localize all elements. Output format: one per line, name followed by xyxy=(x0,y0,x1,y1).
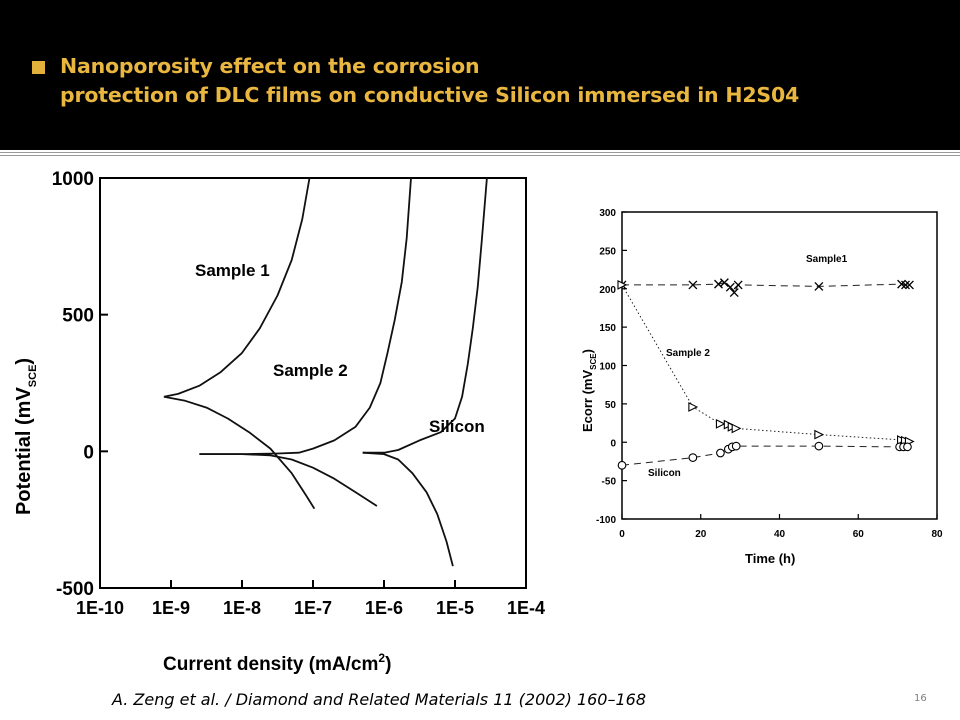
y-tick-label-0: 0 xyxy=(610,438,616,449)
x-tick-label-20: 20 xyxy=(695,529,707,540)
x-tick-label-80: 80 xyxy=(931,529,943,540)
marker-silicon xyxy=(688,453,698,462)
y-tick-label-100: 100 xyxy=(599,362,616,373)
marker-sample-2 xyxy=(715,418,726,429)
annotation-silicon: Silicon xyxy=(648,468,681,479)
curve-silicon-anodic xyxy=(362,177,488,454)
y-tick-label-100: -100 xyxy=(596,515,616,526)
title-bullet-icon xyxy=(32,61,45,74)
marker-sample1 xyxy=(814,281,824,291)
x-tick-label-1e-5: 1E-5 xyxy=(436,598,474,618)
curve-silicon-cathodic xyxy=(362,451,454,567)
annotation-sample-1: Sample 1 xyxy=(195,261,270,280)
marker-sample-2 xyxy=(617,280,628,290)
plot-frame xyxy=(99,177,527,589)
marker-silicon xyxy=(716,448,725,458)
annotation-silicon: Silicon xyxy=(429,417,485,436)
marker-sample1 xyxy=(733,280,743,290)
y-tick-label-50: -50 xyxy=(602,477,617,488)
annotation-sample-2: Sample 2 xyxy=(273,361,348,380)
x-tick-label-1e-7: 1E-7 xyxy=(294,598,332,618)
y-tick-label-50: 50 xyxy=(605,400,617,411)
series-line-sample-2 xyxy=(621,284,910,442)
slide-title-line-1: Nanoporosity effect on the corrosion xyxy=(60,54,480,78)
marker-silicon xyxy=(903,442,912,452)
x-tick-label-1e-9: 1E-9 xyxy=(152,598,190,618)
marker-sample1 xyxy=(688,280,698,290)
marker-sample1 xyxy=(729,288,739,298)
slide-title-line-2: protection of DLC films on conductive Si… xyxy=(60,83,800,107)
y-axis-label: Ecorr (mVSCE) xyxy=(580,349,598,432)
marker-silicon xyxy=(814,441,824,451)
y-tick-label-200: 200 xyxy=(599,285,616,296)
header-divider-bottom xyxy=(0,155,960,156)
x-tick-label-1e-6: 1E-6 xyxy=(365,598,403,618)
series-line-silicon xyxy=(621,445,908,466)
x-tick-label-0: 0 xyxy=(619,529,625,540)
marker-sample1 xyxy=(725,282,735,292)
curve-sample-2-cathodic xyxy=(199,453,378,507)
marker-sample1 xyxy=(714,279,723,289)
polarization-chart: 1E-10 1E-9 1E-8 1E-7 1E-6 1E-5 1E-4 -500 0 500 100… xyxy=(13,169,545,675)
annotation-sample1: Sample1 xyxy=(806,254,848,265)
marker-sample1 xyxy=(904,280,914,290)
y-axis-label: Potential (mVSCE) xyxy=(13,358,39,515)
marker-silicon xyxy=(617,460,627,470)
slide-header: Nanoporosity effect on the corrosion pro… xyxy=(0,0,960,150)
marker-sample-2 xyxy=(688,402,699,412)
marker-sample1 xyxy=(901,280,910,290)
x-axis-label: Current density (mA/cm2) xyxy=(163,651,391,675)
x-tick-label-40: 40 xyxy=(774,529,786,540)
y-tick-label-250: 250 xyxy=(599,246,616,257)
marker-silicon xyxy=(731,441,741,451)
y-tick-label-500: -500 xyxy=(56,579,94,600)
y-tick-label-1000: 1000 xyxy=(52,169,94,190)
marker-sample-2 xyxy=(814,429,825,440)
x-axis-label: Time (h) xyxy=(745,551,795,566)
ecorr-time-chart: 0 20 40 60 80 -100 -50 0 50 100 150 200 250 300 Sampl… xyxy=(580,208,943,566)
curve-sample-2-anodic xyxy=(199,177,412,456)
curve-sample-1-cathodic xyxy=(163,395,316,510)
header-divider-top xyxy=(0,152,960,153)
marker-sample1 xyxy=(719,278,729,288)
x-tick-label-1e-4: 1E-4 xyxy=(507,598,545,618)
y-tick-label-500: 500 xyxy=(62,306,94,327)
y-tick-label-150: 150 xyxy=(599,323,616,334)
y-tick-label-300: 300 xyxy=(599,208,616,219)
page-number: 16 xyxy=(914,693,927,704)
marker-sample-2 xyxy=(731,423,742,434)
series-line-sample1 xyxy=(622,282,910,294)
x-tick-label-1e-8: 1E-8 xyxy=(223,598,261,618)
annotation-sample-2: Sample 2 xyxy=(666,348,710,359)
curve-sample-1-anodic xyxy=(163,177,311,398)
x-tick-label-60: 60 xyxy=(853,529,865,540)
x-tick-label-1e-10: 1E-10 xyxy=(76,598,124,618)
citation: A. Zeng et al. / Diamond and Related Mat… xyxy=(112,690,647,709)
y-tick-label-0: 0 xyxy=(83,442,94,463)
